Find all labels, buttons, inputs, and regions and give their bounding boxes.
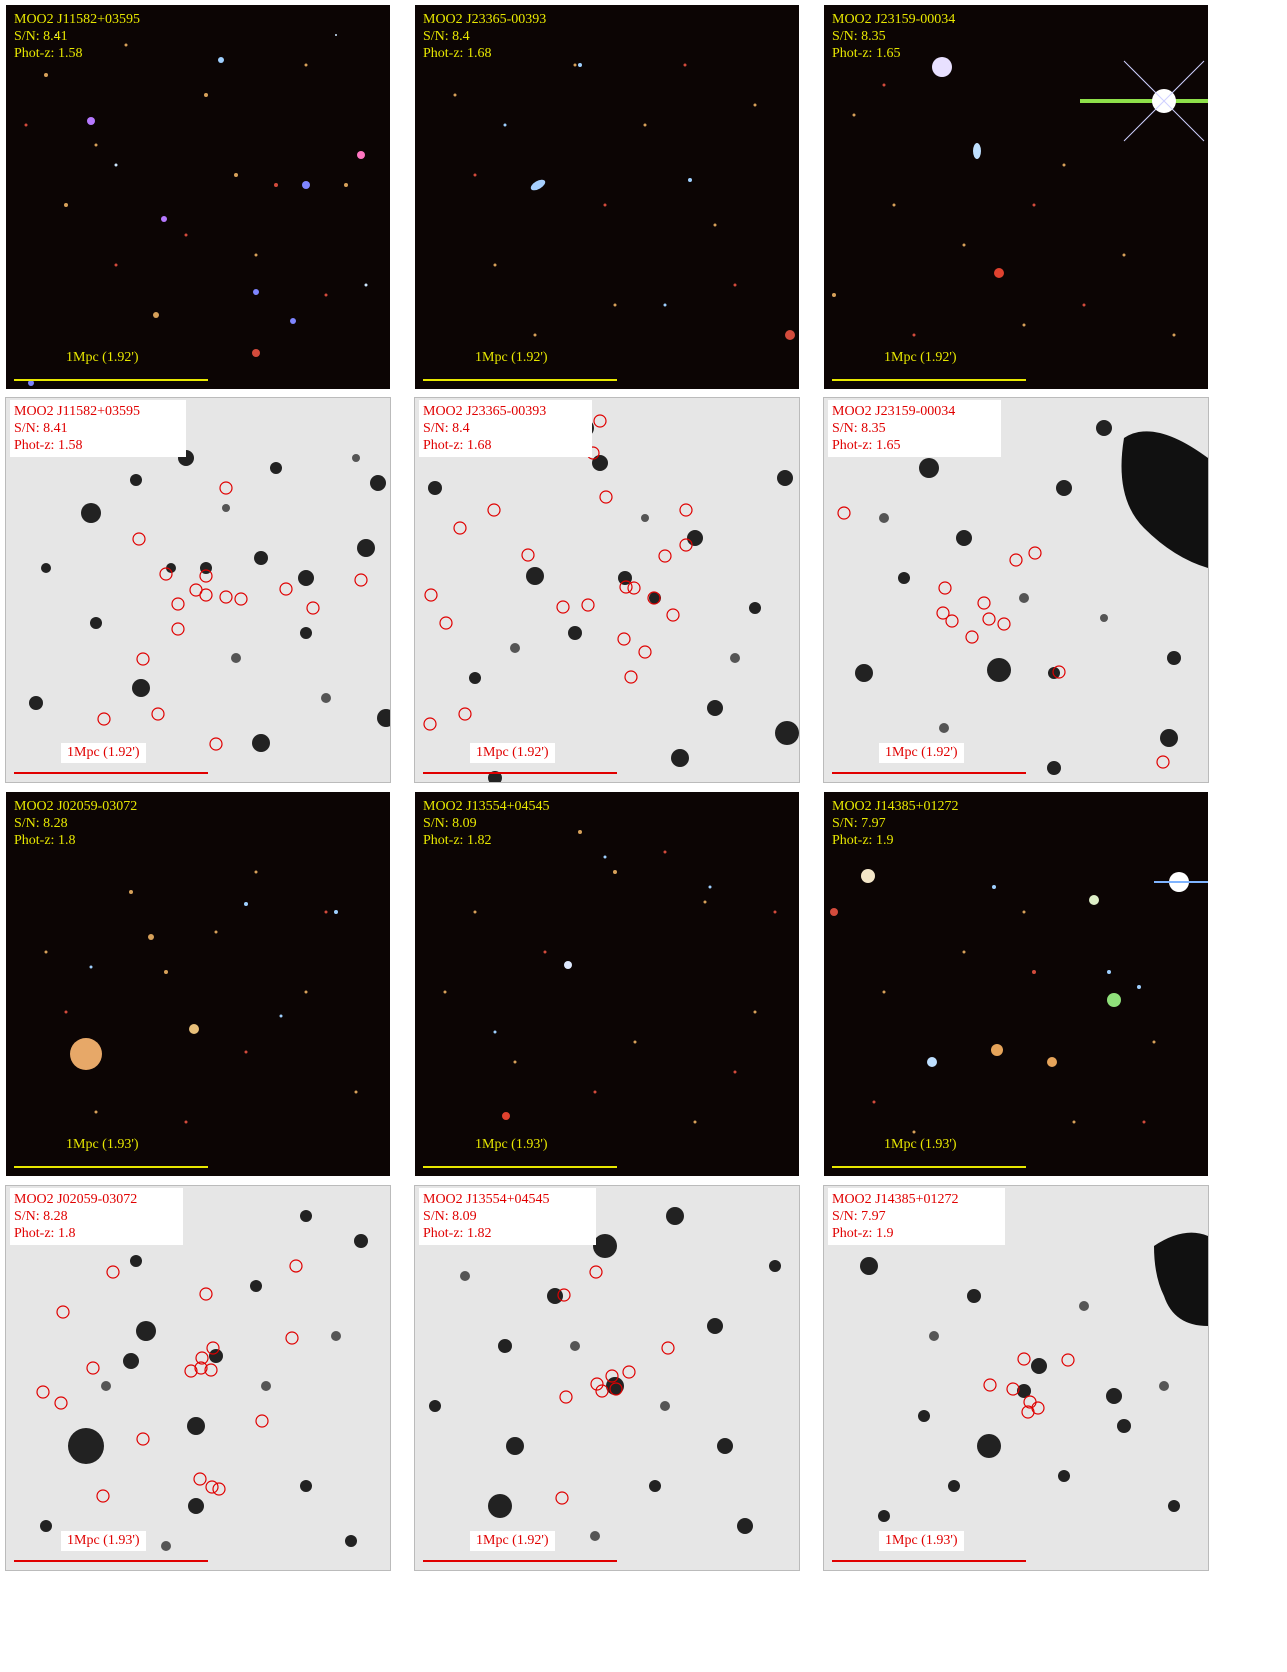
panel-gray-2: MOO2 J23365-00393 S/N: 8.4 Phot-z: 1.68 … bbox=[414, 397, 800, 783]
cluster-label: MOO2 J02059-03072 S/N: 8.28 Phot-z: 1.8 bbox=[10, 1188, 184, 1245]
cluster-name: MOO2 J23159-00034 bbox=[832, 404, 956, 419]
signal-to-noise: S/N: 8.4 bbox=[423, 421, 470, 436]
scale-bar-label: 1Mpc (1.93') bbox=[884, 1137, 957, 1152]
photometric-redshift: Phot-z: 1.9 bbox=[832, 1226, 894, 1241]
signal-to-noise: S/N: 8.28 bbox=[14, 1209, 68, 1224]
color-field-image bbox=[832, 57, 1208, 337]
scale-bar-label: 1Mpc (1.92') bbox=[884, 350, 957, 365]
scale-bar bbox=[423, 772, 617, 774]
cluster-label: MOO2 J13554+04545 S/N: 8.09 Phot-z: 1.82 bbox=[419, 1188, 596, 1245]
gray-field-image bbox=[429, 1207, 781, 1541]
color-field-image bbox=[44, 870, 358, 1124]
signal-to-noise: S/N: 8.4 bbox=[423, 29, 470, 44]
scale-bar-label: 1Mpc (1.93') bbox=[475, 1137, 548, 1152]
signal-to-noise: S/N: 7.97 bbox=[832, 1209, 886, 1224]
cluster-name: MOO2 J23365-00393 bbox=[423, 404, 547, 419]
signal-to-noise: S/N: 8.09 bbox=[423, 1209, 477, 1224]
scale-bar bbox=[423, 1166, 617, 1168]
signal-to-noise: S/N: 8.35 bbox=[832, 421, 886, 436]
cluster-label: MOO2 J23159-00034 S/N: 8.35 Phot-z: 1.65 bbox=[832, 11, 955, 62]
gray-field-image bbox=[837, 420, 1208, 775]
cluster-label: MOO2 J02059-03072 S/N: 8.28 Phot-z: 1.8 bbox=[14, 798, 137, 849]
scale-bar bbox=[832, 1560, 1026, 1562]
scale-bar bbox=[832, 379, 1026, 381]
cluster-label: MOO2 J13554+04545 S/N: 8.09 Phot-z: 1.82 bbox=[423, 798, 550, 849]
color-field-image bbox=[24, 34, 368, 386]
color-field-image bbox=[453, 63, 795, 340]
panel-color-1: MOO2 J11582+03595 S/N: 8.41 Phot-z: 1.58… bbox=[6, 5, 390, 389]
photometric-redshift: Phot-z: 1.65 bbox=[832, 46, 901, 61]
scale-bar-label: 1Mpc (1.93') bbox=[879, 1531, 964, 1551]
scale-bar-label: 1Mpc (1.93') bbox=[61, 1531, 146, 1551]
signal-to-noise: S/N: 8.35 bbox=[832, 29, 886, 44]
cluster-name: MOO2 J02059-03072 bbox=[14, 1192, 138, 1207]
cluster-name: MOO2 J11582+03595 bbox=[14, 12, 140, 27]
panel-color-5: MOO2 J13554+04545 S/N: 8.09 Phot-z: 1.82… bbox=[415, 792, 799, 1176]
color-field-image bbox=[830, 869, 1208, 1134]
scale-bar-label: 1Mpc (1.92') bbox=[470, 743, 555, 763]
photometric-redshift: Phot-z: 1.68 bbox=[423, 46, 492, 61]
panel-gray-4: MOO2 J02059-03072 S/N: 8.28 Phot-z: 1.8 … bbox=[5, 1185, 391, 1571]
photometric-redshift: Phot-z: 1.9 bbox=[832, 833, 894, 848]
panel-color-4: MOO2 J02059-03072 S/N: 8.28 Phot-z: 1.8 … bbox=[6, 792, 390, 1176]
cluster-name: MOO2 J02059-03072 bbox=[14, 799, 138, 814]
cluster-name: MOO2 J23365-00393 bbox=[423, 12, 547, 27]
gray-field-image bbox=[860, 1232, 1208, 1522]
cluster-label: MOO2 J23365-00393 S/N: 8.4 Phot-z: 1.68 bbox=[423, 11, 546, 62]
scale-bar bbox=[832, 1166, 1026, 1168]
photometric-redshift: Phot-z: 1.8 bbox=[14, 833, 76, 848]
scale-bar bbox=[423, 379, 617, 381]
signal-to-noise: S/N: 8.28 bbox=[14, 816, 68, 831]
panel-color-2: MOO2 J23365-00393 S/N: 8.4 Phot-z: 1.68 … bbox=[415, 5, 799, 389]
scale-bar bbox=[14, 379, 208, 381]
signal-to-noise: S/N: 8.41 bbox=[14, 421, 68, 436]
scale-bar bbox=[14, 1166, 208, 1168]
panel-color-3: MOO2 J23159-00034 S/N: 8.35 Phot-z: 1.65… bbox=[824, 5, 1208, 389]
cluster-name: MOO2 J11582+03595 bbox=[14, 404, 140, 419]
cluster-label: MOO2 J23365-00393 S/N: 8.4 Phot-z: 1.68 bbox=[419, 400, 593, 457]
signal-to-noise: S/N: 8.09 bbox=[423, 816, 477, 831]
color-field-image bbox=[443, 830, 777, 1124]
photometric-redshift: Phot-z: 1.58 bbox=[14, 46, 83, 61]
scale-bar-label: 1Mpc (1.92') bbox=[66, 350, 139, 365]
panel-gray-6: MOO2 J14385+01272 S/N: 7.97 Phot-z: 1.9 … bbox=[823, 1185, 1209, 1571]
scale-bar-label: 1Mpc (1.92') bbox=[475, 350, 548, 365]
signal-to-noise: S/N: 8.41 bbox=[14, 29, 68, 44]
panel-gray-1: MOO2 J11582+03595 S/N: 8.41 Phot-z: 1.58… bbox=[5, 397, 391, 783]
cluster-label: MOO2 J11582+03595 S/N: 8.41 Phot-z: 1.58 bbox=[10, 400, 186, 457]
scale-bar bbox=[832, 772, 1026, 774]
cluster-label: MOO2 J23159-00034 S/N: 8.35 Phot-z: 1.65 bbox=[828, 400, 1002, 457]
panel-color-6: MOO2 J14385+01272 S/N: 7.97 Phot-z: 1.9 … bbox=[824, 792, 1208, 1176]
scale-bar-label: 1Mpc (1.92') bbox=[470, 1531, 555, 1551]
scale-bar bbox=[423, 1560, 617, 1562]
signal-to-noise: S/N: 7.97 bbox=[832, 816, 886, 831]
photometric-redshift: Phot-z: 1.82 bbox=[423, 1226, 492, 1241]
cluster-label: MOO2 J14385+01272 S/N: 7.97 Phot-z: 1.9 bbox=[828, 1188, 1005, 1245]
scale-bar bbox=[14, 772, 208, 774]
photometric-redshift: Phot-z: 1.58 bbox=[14, 438, 83, 453]
cluster-name: MOO2 J13554+04545 bbox=[423, 1192, 550, 1207]
cluster-name: MOO2 J13554+04545 bbox=[423, 799, 550, 814]
cluster-name: MOO2 J14385+01272 bbox=[832, 1192, 959, 1207]
scale-bar bbox=[14, 1560, 208, 1562]
scale-bar-label: 1Mpc (1.92') bbox=[879, 743, 964, 763]
cluster-label: MOO2 J11582+03595 S/N: 8.41 Phot-z: 1.58 bbox=[14, 11, 140, 62]
scale-bar-label: 1Mpc (1.93') bbox=[66, 1137, 139, 1152]
photometric-redshift: Phot-z: 1.8 bbox=[14, 1226, 76, 1241]
panel-gray-5: MOO2 J13554+04545 S/N: 8.09 Phot-z: 1.82… bbox=[414, 1185, 800, 1571]
panel-gray-3: MOO2 J23159-00034 S/N: 8.35 Phot-z: 1.65… bbox=[823, 397, 1209, 783]
photometric-redshift: Phot-z: 1.65 bbox=[832, 438, 901, 453]
photometric-redshift: Phot-z: 1.82 bbox=[423, 833, 492, 848]
gray-field-image bbox=[36, 1210, 368, 1551]
scale-bar-label: 1Mpc (1.92') bbox=[61, 743, 146, 763]
cluster-name: MOO2 J23159-00034 bbox=[832, 12, 956, 27]
cluster-label: MOO2 J14385+01272 S/N: 7.97 Phot-z: 1.9 bbox=[832, 798, 959, 849]
cluster-name: MOO2 J14385+01272 bbox=[832, 799, 959, 814]
photometric-redshift: Phot-z: 1.68 bbox=[423, 438, 492, 453]
